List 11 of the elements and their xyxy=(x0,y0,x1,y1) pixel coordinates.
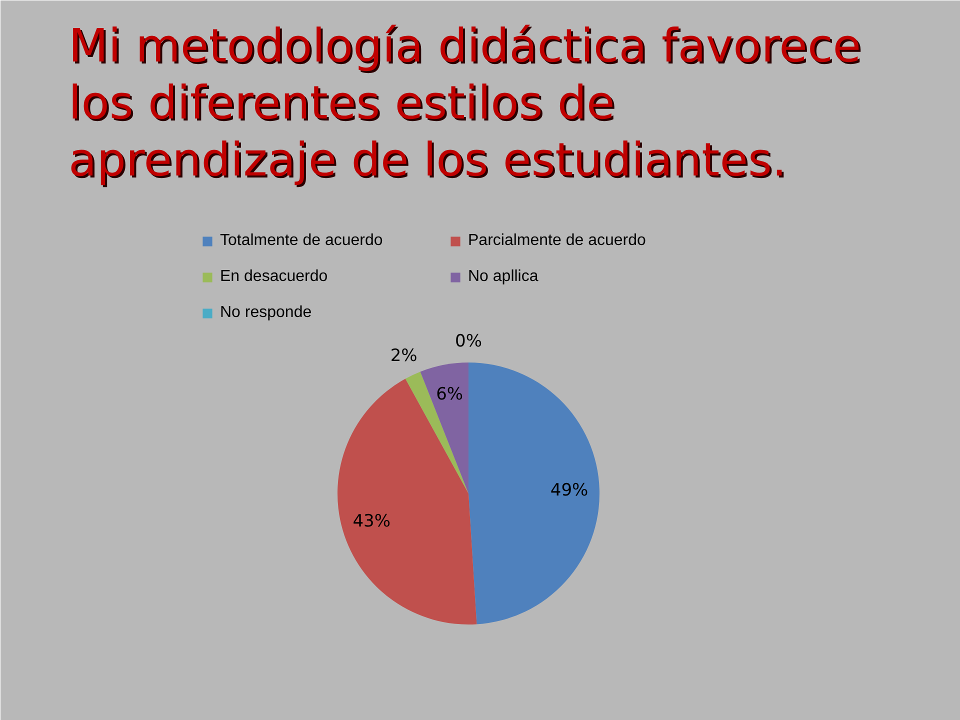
text: 0% xyxy=(455,332,482,352)
legend-label: En desacuerdo xyxy=(220,268,329,286)
data-label: 49% xyxy=(550,480,588,500)
data-label: 2% xyxy=(390,346,418,366)
legend-label: Parcialmente de acuerdo xyxy=(468,232,647,250)
legend-label: No apllica xyxy=(468,268,540,286)
data-label: 6% xyxy=(436,384,464,404)
chart-title: Mi metodología didáctica favorece los diferentes estilos de aprendizaje de los estudiantes. xyxy=(68,18,862,186)
legend-label: No responde xyxy=(220,304,313,322)
data-label: 43% xyxy=(352,512,391,532)
legend-label: Totalmente de acuerdo xyxy=(220,232,384,250)
